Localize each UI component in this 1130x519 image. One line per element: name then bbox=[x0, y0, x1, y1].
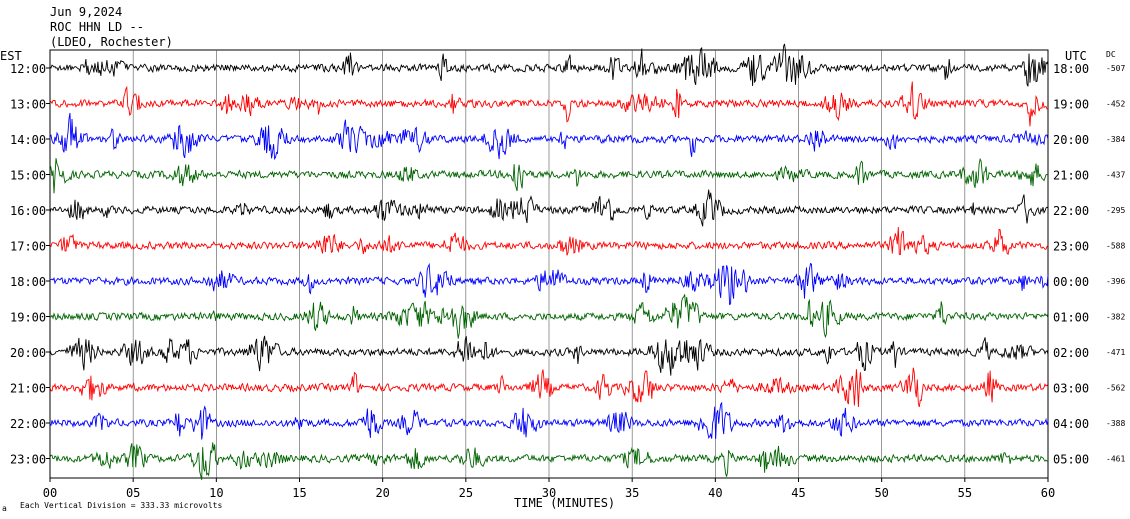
est-label: 14:00 bbox=[10, 133, 46, 147]
dc-value: -588 bbox=[1106, 242, 1125, 251]
utc-label: 21:00 bbox=[1053, 169, 1089, 183]
x-tick-label: 20 bbox=[375, 486, 389, 500]
x-tick-label: 50 bbox=[874, 486, 888, 500]
est-label: 17:00 bbox=[10, 240, 46, 254]
utc-label: 02:00 bbox=[1053, 346, 1089, 360]
utc-label: 01:00 bbox=[1053, 311, 1089, 325]
x-tick-label: 55 bbox=[958, 486, 972, 500]
trace-row-2 bbox=[49, 112, 1049, 161]
x-tick-label: 15 bbox=[292, 486, 306, 500]
footer-marker: a bbox=[2, 504, 7, 513]
est-label: 23:00 bbox=[10, 453, 46, 467]
utc-label: 23:00 bbox=[1053, 240, 1089, 254]
dc-value: -507 bbox=[1106, 64, 1125, 73]
trace-row-11 bbox=[49, 442, 1049, 480]
trace-row-9 bbox=[49, 367, 1049, 408]
row-labels: 12:00 18:00 -507 13:00 19:00 -452 14:00 20:00 -3… bbox=[10, 62, 1125, 467]
x-axis-label: TIME (MINUTES) bbox=[514, 496, 615, 510]
trace-row-8 bbox=[49, 335, 1049, 376]
utc-label: 18:00 bbox=[1053, 62, 1089, 76]
trace-rows bbox=[49, 43, 1049, 480]
x-axis-ticks: 00 05 10 15 20 25 30 35 40 45 50 55 60 bbox=[43, 478, 1055, 500]
dc-value: -295 bbox=[1106, 206, 1125, 215]
x-tick-label: 45 bbox=[791, 486, 805, 500]
est-label: 18:00 bbox=[10, 275, 46, 289]
dc-column-title: DC bbox=[1106, 50, 1116, 59]
dc-value: -382 bbox=[1106, 313, 1125, 322]
header-station: ROC HHN LD -- bbox=[50, 20, 144, 34]
est-label: 22:00 bbox=[10, 417, 46, 431]
utc-label: 20:00 bbox=[1053, 133, 1089, 147]
trace-row-4 bbox=[49, 189, 1049, 227]
trace-row-10 bbox=[49, 401, 1049, 440]
dc-value: -388 bbox=[1106, 419, 1125, 428]
utc-label: 00:00 bbox=[1053, 275, 1089, 289]
est-label: 21:00 bbox=[10, 382, 46, 396]
utc-label: 19:00 bbox=[1053, 98, 1089, 112]
x-tick-label: 05 bbox=[126, 486, 140, 500]
trace-row-7 bbox=[49, 294, 1049, 339]
est-label: 16:00 bbox=[10, 204, 46, 218]
dc-value: -461 bbox=[1106, 455, 1125, 464]
est-label: 20:00 bbox=[10, 346, 46, 360]
x-tick-label: 00 bbox=[43, 486, 57, 500]
utc-label: 04:00 bbox=[1053, 417, 1089, 431]
trace-row-5 bbox=[49, 226, 1049, 256]
header-network: (LDEO, Rochester) bbox=[50, 35, 173, 49]
dc-value: -384 bbox=[1106, 135, 1125, 144]
x-tick-label: 25 bbox=[459, 486, 473, 500]
footer-note: Each Vertical Division = 333.33 microvol… bbox=[20, 501, 222, 510]
x-tick-label: 60 bbox=[1041, 486, 1055, 500]
vertical-gridlines bbox=[132, 50, 966, 478]
dc-value: -396 bbox=[1106, 277, 1125, 286]
left-axis-title: EST bbox=[0, 49, 22, 63]
x-tick-label: 30 bbox=[542, 486, 556, 500]
trace-row-3 bbox=[49, 157, 1049, 194]
est-label: 12:00 bbox=[10, 62, 46, 76]
est-label: 13:00 bbox=[10, 98, 46, 112]
dc-value: -471 bbox=[1106, 348, 1125, 357]
utc-label: 03:00 bbox=[1053, 382, 1089, 396]
trace-row-1 bbox=[49, 81, 1049, 127]
x-tick-label: 35 bbox=[625, 486, 639, 500]
utc-label: 22:00 bbox=[1053, 204, 1089, 218]
x-tick-label: 10 bbox=[209, 486, 223, 500]
est-label: 15:00 bbox=[10, 169, 46, 183]
est-label: 19:00 bbox=[10, 311, 46, 325]
trace-row-0 bbox=[49, 43, 1049, 87]
right-axis-title: UTC bbox=[1065, 49, 1087, 63]
x-tick-label: 40 bbox=[708, 486, 722, 500]
header-date: Jun 9,2024 bbox=[50, 5, 122, 19]
dc-value: -562 bbox=[1106, 384, 1125, 393]
dc-value: -437 bbox=[1106, 171, 1125, 180]
trace-row-6 bbox=[49, 262, 1049, 306]
utc-label: 05:00 bbox=[1053, 453, 1089, 467]
dc-value: -452 bbox=[1106, 100, 1125, 109]
